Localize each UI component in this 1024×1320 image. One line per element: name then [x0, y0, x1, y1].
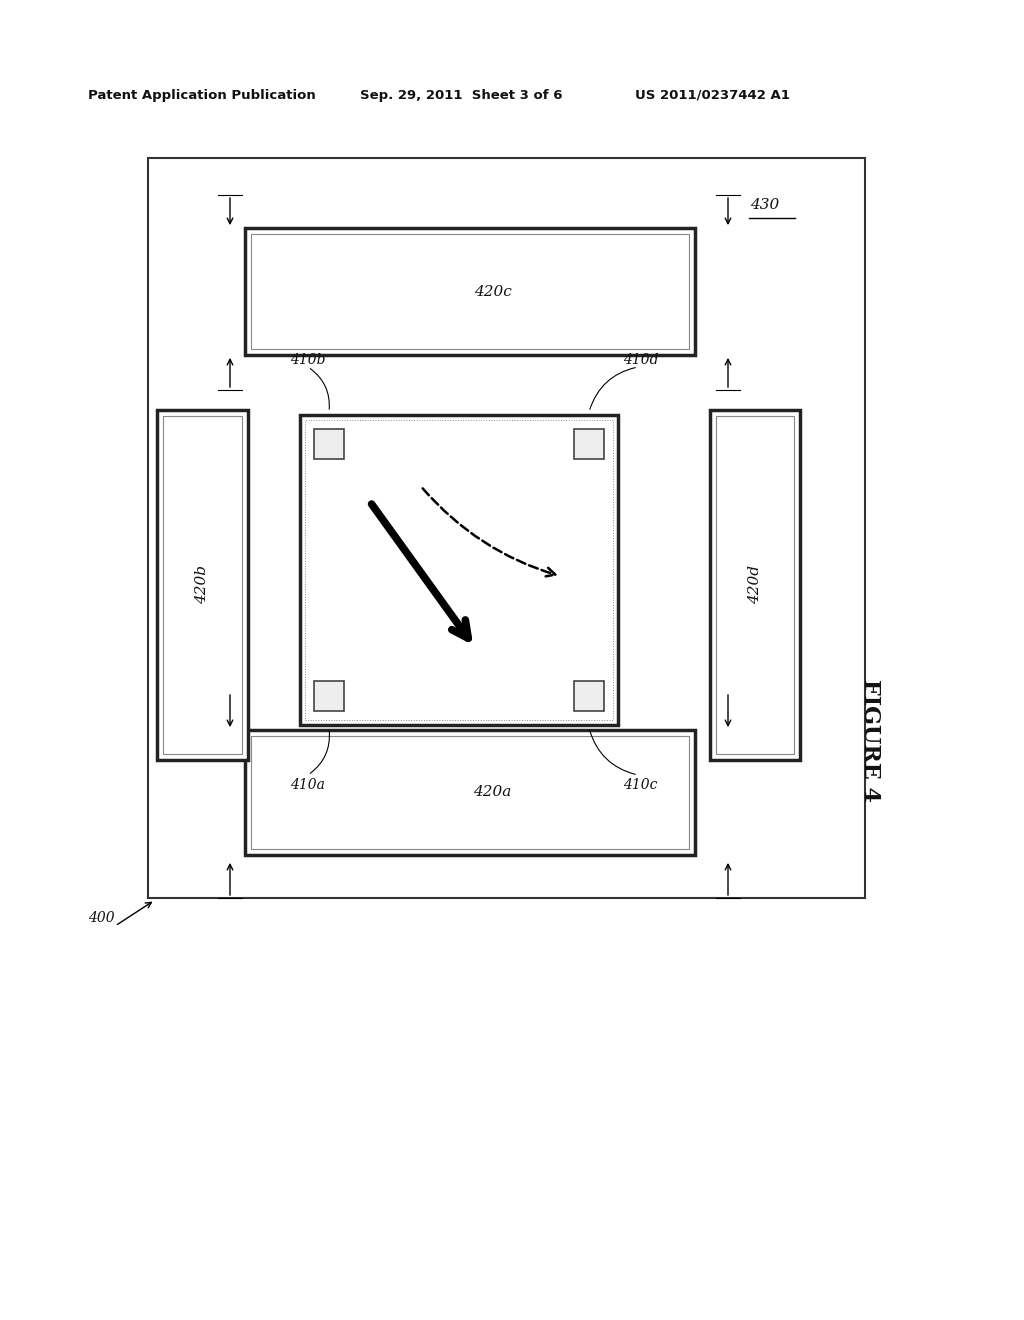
Bar — [163, 416, 242, 754]
Bar — [314, 681, 344, 711]
Text: 455: 455 — [498, 463, 523, 478]
Bar — [574, 429, 604, 459]
Bar — [245, 730, 695, 855]
Bar — [300, 414, 618, 725]
Bar — [305, 420, 613, 719]
Bar — [251, 737, 689, 849]
Text: 400: 400 — [88, 911, 115, 925]
Text: 401: 401 — [522, 601, 549, 614]
Bar — [574, 681, 604, 711]
Text: 410c: 410c — [623, 777, 657, 792]
Bar — [251, 234, 689, 348]
Text: US 2011/0237442 A1: US 2011/0237442 A1 — [635, 88, 790, 102]
Text: 420a: 420a — [473, 785, 512, 800]
Text: 430: 430 — [750, 198, 779, 213]
Bar — [245, 228, 695, 355]
Text: 420d: 420d — [748, 565, 762, 605]
Text: 410b: 410b — [290, 352, 326, 367]
Bar — [148, 158, 865, 898]
Bar — [157, 411, 248, 760]
Bar — [710, 411, 800, 760]
Bar — [314, 429, 344, 459]
Text: 450: 450 — [348, 585, 374, 599]
Text: 420b: 420b — [196, 565, 210, 605]
Bar — [716, 416, 794, 754]
Text: Patent Application Publication: Patent Application Publication — [88, 88, 315, 102]
Text: 410d: 410d — [623, 352, 658, 367]
Text: FIGURE 4: FIGURE 4 — [859, 678, 881, 801]
Text: 420c: 420c — [474, 285, 511, 298]
Text: 410a: 410a — [290, 777, 325, 792]
Text: Sep. 29, 2011  Sheet 3 of 6: Sep. 29, 2011 Sheet 3 of 6 — [360, 88, 562, 102]
